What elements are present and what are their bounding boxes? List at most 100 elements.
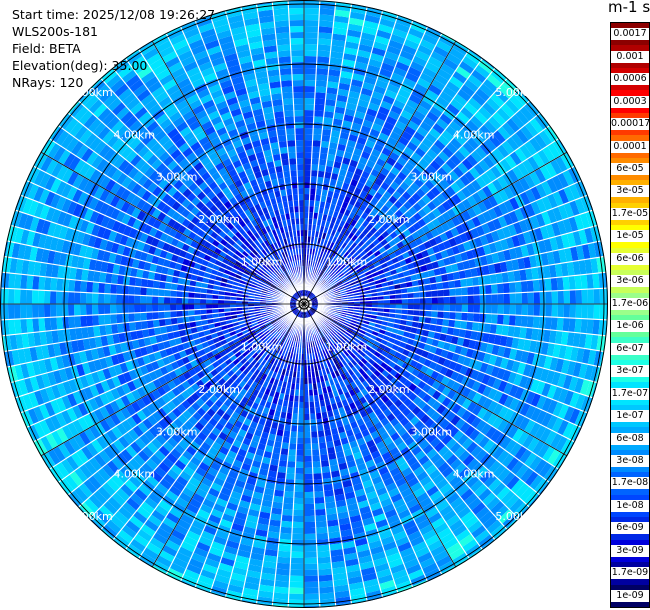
range-gate bbox=[324, 267, 330, 274]
range-gate bbox=[416, 104, 430, 117]
range-gate bbox=[468, 166, 481, 180]
range-gate bbox=[470, 227, 480, 239]
range-gate bbox=[321, 465, 331, 474]
range-gate bbox=[532, 279, 540, 292]
range-gate bbox=[279, 526, 293, 534]
range-gate bbox=[517, 162, 530, 177]
range-gate bbox=[568, 275, 576, 291]
range-gate bbox=[491, 293, 498, 304]
range-gate bbox=[513, 180, 525, 195]
range-gate bbox=[289, 26, 304, 33]
range-gate bbox=[509, 151, 523, 166]
range-gate bbox=[444, 229, 454, 240]
range-gate bbox=[513, 90, 529, 106]
range-gate bbox=[332, 274, 339, 281]
range-gate bbox=[347, 231, 355, 240]
range-gate bbox=[304, 80, 316, 87]
range-gate bbox=[291, 68, 304, 75]
range-gate bbox=[547, 193, 558, 209]
range-gate bbox=[465, 277, 474, 287]
range-gate bbox=[332, 191, 340, 200]
range-gate bbox=[311, 152, 320, 159]
range-gate bbox=[350, 219, 358, 227]
range-gate bbox=[342, 279, 349, 285]
range-gate bbox=[461, 55, 478, 70]
range-gate bbox=[322, 273, 328, 280]
range-gate bbox=[470, 132, 484, 147]
range-gate bbox=[325, 285, 331, 290]
range-gate bbox=[397, 115, 410, 126]
range-gate bbox=[400, 287, 408, 294]
range-gate bbox=[309, 294, 315, 299]
range-gate bbox=[419, 121, 433, 133]
range-gate bbox=[287, 146, 297, 153]
range-gate bbox=[304, 14, 320, 21]
range-gate bbox=[575, 244, 585, 261]
range-gate bbox=[152, 288, 159, 297]
range-gate bbox=[295, 455, 304, 463]
range-gate bbox=[394, 288, 402, 295]
range-gate bbox=[307, 291, 311, 297]
range-gate bbox=[164, 304, 171, 312]
range-gate bbox=[352, 116, 364, 126]
range-gate bbox=[304, 92, 316, 99]
range-gate bbox=[587, 288, 594, 304]
range-gate bbox=[304, 407, 310, 414]
range-gate bbox=[384, 51, 400, 62]
range-gate bbox=[283, 104, 294, 112]
range-gate bbox=[304, 194, 310, 201]
range-gate bbox=[481, 222, 491, 235]
range-gate bbox=[419, 72, 434, 85]
range-gate bbox=[485, 253, 494, 265]
range-gate bbox=[334, 252, 341, 259]
range-gate bbox=[439, 178, 451, 190]
range-gate bbox=[291, 533, 304, 540]
range-gate bbox=[318, 586, 335, 594]
range-gate bbox=[370, 148, 382, 158]
range-gate bbox=[433, 139, 446, 151]
range-gate bbox=[322, 281, 328, 287]
range-gate bbox=[544, 278, 552, 292]
range-gate bbox=[382, 56, 398, 67]
range-gate bbox=[402, 77, 417, 89]
range-gate bbox=[578, 161, 591, 179]
range-gate bbox=[309, 294, 315, 299]
range-gate bbox=[0, 368, 7, 386]
range-gate bbox=[490, 283, 498, 295]
range-gate bbox=[401, 298, 408, 304]
range-gate bbox=[452, 70, 468, 84]
range-gate bbox=[445, 141, 459, 155]
range-gate bbox=[281, 514, 293, 522]
range-gate bbox=[360, 150, 371, 160]
range-gate bbox=[304, 38, 318, 45]
range-gate bbox=[313, 479, 324, 486]
range-gate bbox=[278, 544, 292, 552]
range-gate bbox=[316, 68, 329, 76]
range-gate bbox=[434, 251, 443, 261]
range-gate bbox=[429, 106, 443, 118]
range-gate bbox=[442, 257, 451, 267]
range-gate bbox=[329, 255, 335, 263]
range-gate bbox=[311, 302, 318, 304]
range-gate bbox=[541, 195, 553, 211]
range-gate bbox=[558, 248, 567, 264]
range-gate bbox=[288, 599, 304, 606]
range-gate bbox=[548, 264, 557, 279]
range-gate bbox=[418, 142, 430, 154]
range-gate bbox=[316, 62, 330, 70]
range-gate bbox=[321, 134, 331, 143]
range-gate bbox=[366, 273, 374, 280]
range-gate bbox=[481, 101, 497, 116]
range-gate bbox=[281, 508, 294, 516]
range-gate bbox=[290, 44, 304, 51]
range-gate bbox=[425, 290, 432, 298]
range-gate bbox=[304, 158, 312, 165]
range-gate bbox=[365, 223, 374, 232]
range-gate bbox=[487, 207, 498, 221]
range-gate bbox=[373, 249, 382, 258]
range-gate bbox=[513, 221, 523, 235]
range-gate bbox=[386, 171, 397, 182]
range-gate bbox=[289, 170, 298, 177]
range-gate bbox=[473, 294, 480, 304]
range-gate bbox=[426, 200, 437, 212]
